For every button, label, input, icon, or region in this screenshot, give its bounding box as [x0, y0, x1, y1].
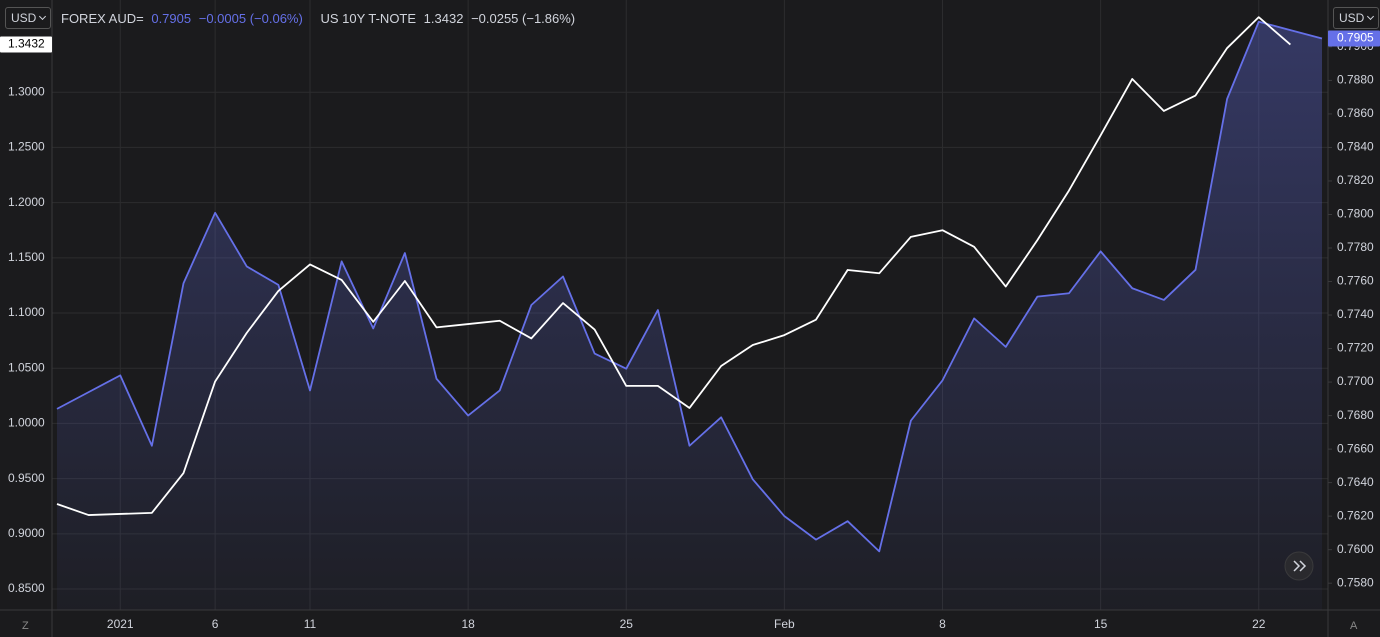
y-tick-label: 0.9500 [8, 471, 45, 485]
y2-tick-label: 0.7680 [1337, 408, 1374, 422]
y2-tick-label: 0.7600 [1337, 542, 1374, 556]
y2-tick-label: 0.7580 [1337, 575, 1374, 589]
scroll-button[interactable] [1284, 551, 1314, 581]
x-tick-label: 11 [304, 617, 317, 631]
y2-tick-label: 0.7800 [1337, 207, 1374, 221]
y2-tick-label: 0.7720 [1337, 341, 1374, 355]
legend: FOREX AUD= 0.7905 −0.0005 (−0.06%) US 10… [61, 11, 579, 26]
x-tick-label: 6 [212, 617, 219, 631]
y-tick-label: 1.0000 [8, 416, 45, 430]
x-tick-label: 2021 [107, 617, 134, 631]
scroll-icon[interactable] [1293, 560, 1307, 572]
last-value-badge [0, 36, 52, 53]
area [57, 21, 1322, 610]
corner-left[interactable]: Z [22, 620, 29, 632]
legend-name: FOREX AUD= [61, 11, 144, 26]
legend-change: −0.0255 (−1.86%) [471, 11, 576, 26]
line [56, 16, 1291, 516]
y2-tick-label: 0.7740 [1337, 307, 1374, 321]
y2-tick-label: 0.7840 [1337, 140, 1374, 154]
y2-tick-label: 0.7780 [1337, 240, 1374, 254]
corner-right[interactable]: A [1350, 620, 1358, 632]
last-value-badge [1328, 30, 1380, 47]
legend-last: 1.3432 [423, 11, 464, 26]
last-value-label: 0.7905 [1337, 31, 1374, 45]
y-tick-label: 1.2000 [8, 195, 45, 209]
legend-change: −0.0005 (−0.06%) [198, 11, 303, 26]
y2-tick-label: 0.7700 [1337, 374, 1374, 388]
legend-name: US 10Y T-NOTE [320, 11, 417, 26]
x-tick-label: Feb [774, 617, 795, 631]
x-tick-label: 22 [1252, 617, 1266, 631]
x-tick-label: 8 [939, 617, 946, 631]
y2-tick-label: 0.7660 [1337, 441, 1374, 455]
x-tick-label: 25 [620, 617, 634, 631]
y-tick-label: 0.8500 [8, 581, 45, 595]
y2-tick-label: 0.7880 [1337, 73, 1374, 87]
y2-tick-label: 0.7640 [1337, 475, 1374, 489]
legend-last: 0.7905 [151, 11, 192, 26]
currency-select-right[interactable]: USD [1333, 7, 1380, 29]
y-tick-label: 1.1500 [8, 250, 45, 264]
currency-select-left[interactable]: USD [5, 7, 52, 29]
y2-tick-label: 0.7760 [1337, 274, 1374, 288]
y2-tick-label: 0.7820 [1337, 173, 1374, 187]
y2-tick-label: 0.7620 [1337, 508, 1374, 522]
y-tick-label: 1.2500 [8, 140, 45, 154]
y-tick-label: 1.3000 [8, 84, 45, 98]
line [56, 20, 1323, 553]
x-tick-label: 15 [1094, 617, 1108, 631]
x-tick-label: 18 [461, 617, 475, 631]
last-value-label: 1.3432 [8, 37, 45, 51]
y-tick-label: 1.0500 [8, 360, 45, 374]
y-tick-label: 1.1000 [8, 305, 45, 319]
y2-tick-label: 0.7860 [1337, 106, 1374, 120]
y-tick-label: 0.9000 [8, 526, 45, 540]
